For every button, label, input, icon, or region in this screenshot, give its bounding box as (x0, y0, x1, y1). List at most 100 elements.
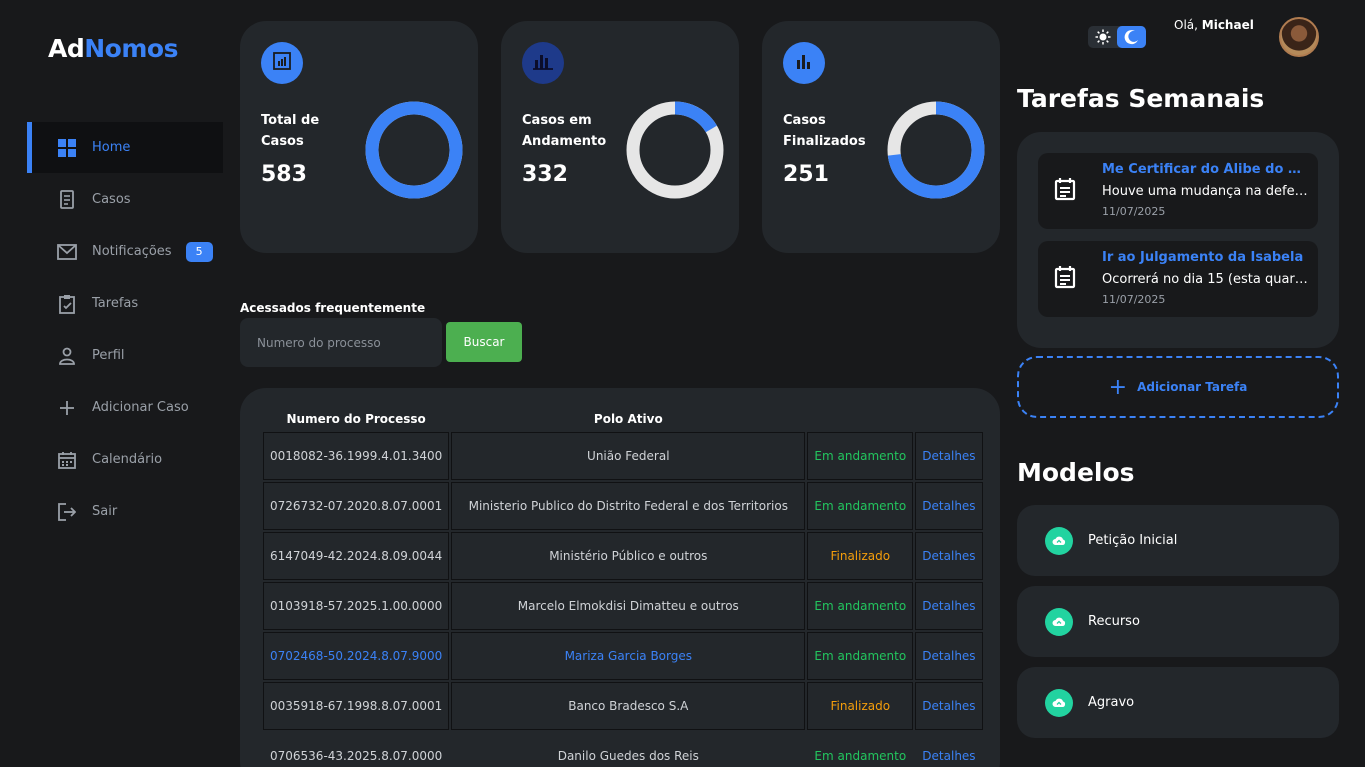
status-cell: Em andamento (807, 432, 914, 480)
user-name: Michael (1201, 18, 1254, 32)
table-row-highlighted[interactable]: 0702468-50.2024.8.07.9000 Mariza Garcia … (263, 632, 983, 680)
search-button[interactable]: Buscar (446, 322, 522, 362)
table-row[interactable]: 0726732-07.2020.8.07.0001 Ministerio Pub… (263, 482, 983, 530)
logout-icon (57, 502, 77, 522)
sidebar-item-casos[interactable]: Casos (27, 174, 223, 225)
greeting-text: Olá, (1174, 18, 1202, 32)
status-cell: Em andamento (807, 582, 914, 630)
model-item-recurso[interactable]: Recurso (1017, 586, 1339, 657)
chart-square-icon (273, 52, 291, 74)
task-description: Houve uma mudança na defesa (1102, 184, 1308, 199)
bar-chart-icon (533, 52, 553, 74)
user-greeting: Olá, Michael (1174, 18, 1254, 32)
sidebar-item-label: Casos (92, 192, 131, 207)
stat-card-andamento: Casos em Andamento 332 (501, 21, 739, 253)
sidebar-item-home[interactable]: Home (27, 122, 223, 173)
process-number-cell: 0035918-67.1998.8.07.0001 (263, 682, 450, 730)
cases-table: Numero do Processo Polo Ativo 0018082-36… (261, 406, 985, 767)
tasks-title: Tarefas Semanais (1017, 84, 1265, 113)
table-row[interactable]: 0018082-36.1999.4.01.3400 União Federal … (263, 432, 983, 480)
sidebar-item-adicionar-caso[interactable]: Adicionar Caso (27, 382, 223, 433)
task-date: 11/07/2025 (1102, 293, 1166, 306)
table-row[interactable]: 0035918-67.1998.8.07.0001 Banco Bradesco… (263, 682, 983, 730)
donut-arc (626, 101, 724, 199)
stat-value: 583 (261, 162, 307, 187)
sidebar-item-label: Perfil (92, 348, 125, 363)
polo-ativo-cell: Danilo Guedes dos Reis (557, 749, 699, 763)
process-number-input[interactable] (240, 318, 442, 367)
polo-ativo-cell: Mariza Garcia Borges (451, 632, 806, 680)
calendar-icon (57, 450, 77, 470)
sidebar: Home Casos Notificações 5 Tarefas Perfil… (27, 122, 223, 538)
model-label: Petição Inicial (1088, 533, 1178, 548)
polo-ativo-cell: Ministério Público e outros (451, 532, 806, 580)
stat-icon-bg (522, 42, 564, 84)
details-link[interactable]: Detalhes (915, 632, 983, 680)
task-title: Me Certificar do Álibe do Cliente (1102, 162, 1308, 177)
stat-card-finalizados: Casos Finalizados 251 (762, 21, 1000, 253)
sun-icon[interactable] (1088, 26, 1117, 48)
details-link[interactable]: Detalhes (915, 532, 983, 580)
theme-toggle[interactable] (1088, 26, 1146, 48)
brand-logo: AdNomos (48, 34, 178, 63)
status-cell: Em andamento (807, 632, 914, 680)
column-header-empty (915, 408, 982, 430)
sidebar-item-perfil[interactable]: Perfil (27, 330, 223, 381)
details-link[interactable]: Detalhes (915, 482, 983, 530)
stat-label: Total de Casos (261, 113, 320, 149)
column-header: Polo Ativo (593, 412, 663, 426)
donut-arc (887, 101, 985, 199)
process-number-cell: 0706536-43.2025.8.07.0000 (270, 749, 443, 763)
stat-donut (626, 101, 724, 199)
status-cell: Finalizado (807, 532, 914, 580)
brand-part-2: Nomos (84, 34, 178, 63)
process-number-cell: 6147049-42.2024.8.09.0044 (263, 532, 450, 580)
add-task-button[interactable]: + Adicionar Tarefa (1017, 356, 1339, 418)
task-card[interactable]: Me Certificar do Álibe do Cliente Houve … (1038, 153, 1318, 229)
models-title: Modelos (1017, 458, 1135, 487)
process-number-cell: 0726732-07.2020.8.07.0001 (263, 482, 450, 530)
calendar-note-icon (1054, 265, 1076, 293)
details-link[interactable]: Detalhes (922, 749, 976, 763)
column-header-empty (807, 408, 913, 430)
sidebar-item-label: Tarefas (92, 296, 139, 311)
mail-icon (57, 242, 77, 262)
cloud-upload-icon (1045, 607, 1073, 636)
model-item-peticao[interactable]: Petição Inicial (1017, 505, 1339, 576)
table-row[interactable]: 6147049-42.2024.8.09.0044 Ministério Púb… (263, 532, 983, 580)
tasks-panel: Me Certificar do Álibe do Cliente Houve … (1017, 132, 1339, 348)
task-card[interactable]: Ir ao Julgamento da Isabela Ocorrerá no … (1038, 241, 1318, 317)
sidebar-item-tarefas[interactable]: Tarefas (27, 278, 223, 329)
user-icon (57, 346, 77, 366)
stat-value: 332 (522, 162, 568, 187)
process-number-cell: 0103918-57.2025.1.00.0000 (263, 582, 450, 630)
task-title: Ir ao Julgamento da Isabela (1102, 250, 1304, 265)
avatar[interactable] (1279, 17, 1319, 57)
stat-label: Casos em Andamento (522, 113, 607, 149)
process-number-cell: 0018082-36.1999.4.01.3400 (263, 432, 450, 480)
calendar-note-icon (1054, 177, 1076, 205)
polo-ativo-cell: Ministerio Publico do Distrito Federal e… (451, 482, 806, 530)
plus-icon (57, 398, 77, 418)
polo-ativo-cell: União Federal (451, 432, 806, 480)
sidebar-item-label: Home (92, 140, 131, 155)
status-cell: Em andamento (814, 749, 907, 763)
table-row[interactable]: 0103918-57.2025.1.00.0000 Marcelo Elmokd… (263, 582, 983, 630)
clipboard-check-icon (57, 294, 77, 314)
details-link[interactable]: Detalhes (915, 682, 983, 730)
moon-icon[interactable] (1117, 26, 1146, 48)
sidebar-item-label: Adicionar Caso (92, 400, 189, 415)
details-link[interactable]: Detalhes (915, 432, 983, 480)
cases-table-panel: Numero do Processo Polo Ativo 0018082-36… (240, 388, 1000, 767)
task-date: 11/07/2025 (1102, 205, 1166, 218)
sidebar-item-sair[interactable]: Sair (27, 486, 223, 537)
model-item-agravo[interactable]: Agravo (1017, 667, 1339, 738)
sidebar-item-notificacoes[interactable]: Notificações 5 (27, 226, 223, 277)
task-description: Ocorrerá no dia 15 (esta quarta) (1102, 272, 1308, 287)
stat-donut (887, 101, 985, 199)
sidebar-item-calendario[interactable]: Calendário (27, 434, 223, 485)
table-row[interactable]: 0706536-43.2025.8.07.0000 Danilo Guedes … (263, 732, 983, 767)
add-task-label: Adicionar Tarefa (1137, 380, 1248, 394)
stat-label: Casos Finalizados (783, 113, 866, 149)
details-link[interactable]: Detalhes (915, 582, 983, 630)
